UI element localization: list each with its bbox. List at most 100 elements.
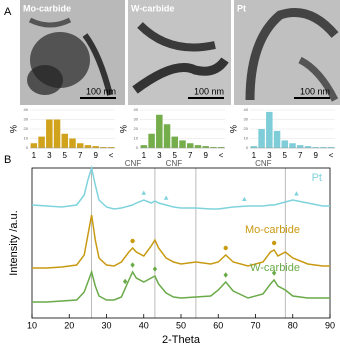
bar xyxy=(61,133,69,148)
y-tick-label: 40 xyxy=(134,107,139,112)
x-tick-label: 5 xyxy=(63,151,68,160)
x-tick-label: 7 xyxy=(78,151,83,160)
peak-marker xyxy=(223,245,228,251)
x-tick-label: 3 xyxy=(267,151,272,160)
y-tick-label: 10 xyxy=(134,136,139,141)
x-tick-label: 70 xyxy=(250,320,260,330)
bar xyxy=(281,140,289,148)
peak-marker xyxy=(294,191,299,196)
y-tick-label: 20 xyxy=(134,126,139,131)
x-tick-label: 30 xyxy=(101,320,111,330)
series-label: Mo-carbide xyxy=(245,224,300,236)
peak-marker xyxy=(271,240,277,246)
x-tick-label: < xyxy=(219,151,224,160)
x-tick-label: 40 xyxy=(139,320,149,330)
x-tick-label: 50 xyxy=(176,320,186,330)
bar xyxy=(84,145,92,148)
image-title: Pt xyxy=(237,3,246,13)
series-label: W-carbide xyxy=(250,262,300,274)
series-line xyxy=(31,165,330,210)
y-tick-label: 30 xyxy=(244,117,249,122)
y-axis-label: % xyxy=(8,125,18,133)
y-tick-label: 10 xyxy=(244,136,249,141)
bar xyxy=(320,147,327,148)
bar xyxy=(100,147,107,148)
series-line xyxy=(32,214,330,269)
y-tick-label: 0 xyxy=(26,145,29,150)
tem-image xyxy=(128,0,231,105)
bar xyxy=(327,147,335,148)
bar xyxy=(30,143,38,148)
reference-label: CNF xyxy=(125,159,142,168)
bar xyxy=(38,136,45,148)
bar xyxy=(296,145,304,148)
peak-marker xyxy=(141,190,147,195)
bar xyxy=(69,138,76,148)
bar xyxy=(217,147,225,148)
bar xyxy=(148,133,155,148)
scale-bar-label: 100 nm xyxy=(86,86,116,96)
bar xyxy=(304,146,312,148)
x-tick-label: 10 xyxy=(27,320,37,330)
bar xyxy=(107,147,115,148)
y-axis-label: Intensity /a.u. xyxy=(8,210,20,275)
peak-marker xyxy=(130,262,135,268)
bar xyxy=(258,129,265,148)
x-tick-label: < xyxy=(109,151,114,160)
x-tick-label: 60 xyxy=(213,320,223,330)
y-tick-label: 30 xyxy=(24,117,29,122)
bar xyxy=(194,145,202,148)
panel-label: B xyxy=(4,154,11,166)
bar xyxy=(202,146,209,148)
x-tick-label: 7 xyxy=(298,151,303,160)
x-tick-label: 1 xyxy=(142,151,147,160)
peak-marker xyxy=(271,270,277,276)
tem-image xyxy=(20,0,125,105)
bar xyxy=(92,146,99,148)
peak-marker xyxy=(163,195,169,200)
bar xyxy=(76,143,84,148)
bar xyxy=(312,147,319,148)
x-tick-label: 9 xyxy=(93,151,98,160)
x-tick-label: < xyxy=(329,151,334,160)
x-tick-label: 9 xyxy=(313,151,318,160)
bar xyxy=(250,146,258,148)
scale-bar-label: 100 nm xyxy=(194,86,224,96)
y-tick-label: 20 xyxy=(244,126,249,131)
y-axis-label: % xyxy=(118,125,128,133)
y-tick-label: 0 xyxy=(246,145,249,150)
x-tick-label: 1 xyxy=(32,151,37,160)
bar xyxy=(179,140,186,148)
x-tick-label: 5 xyxy=(283,151,288,160)
bar xyxy=(171,136,179,148)
y-tick-label: 10 xyxy=(24,136,29,141)
peak-marker xyxy=(130,238,135,244)
bar xyxy=(186,143,194,148)
y-tick-label: 40 xyxy=(24,107,29,112)
peak-marker xyxy=(242,196,247,202)
x-axis-label: 2-Theta xyxy=(162,334,201,346)
x-tick-label: 1 xyxy=(252,151,257,160)
image-title: W-carbide xyxy=(131,3,174,13)
x-tick-label: 9 xyxy=(203,151,208,160)
bar xyxy=(46,119,53,148)
bar xyxy=(156,114,163,148)
bar xyxy=(140,145,148,148)
x-tick-label: 20 xyxy=(64,320,74,330)
y-tick-label: 30 xyxy=(134,117,139,122)
peak-marker xyxy=(152,266,158,272)
x-tick-label: 90 xyxy=(325,320,335,330)
series-line xyxy=(32,269,330,303)
bar xyxy=(266,111,273,148)
reference-label: CNF xyxy=(166,159,183,168)
y-tick-label: 40 xyxy=(244,107,249,112)
scale-bar-label: 100 nm xyxy=(300,86,330,96)
panel-label: A xyxy=(4,6,12,18)
tem-image xyxy=(234,0,340,105)
y-tick-label: 0 xyxy=(136,145,139,150)
series-label: Pt xyxy=(312,172,322,184)
peak-marker xyxy=(122,278,128,285)
x-tick-label: 3 xyxy=(47,151,52,160)
image-title: Mo-carbide xyxy=(23,3,71,13)
